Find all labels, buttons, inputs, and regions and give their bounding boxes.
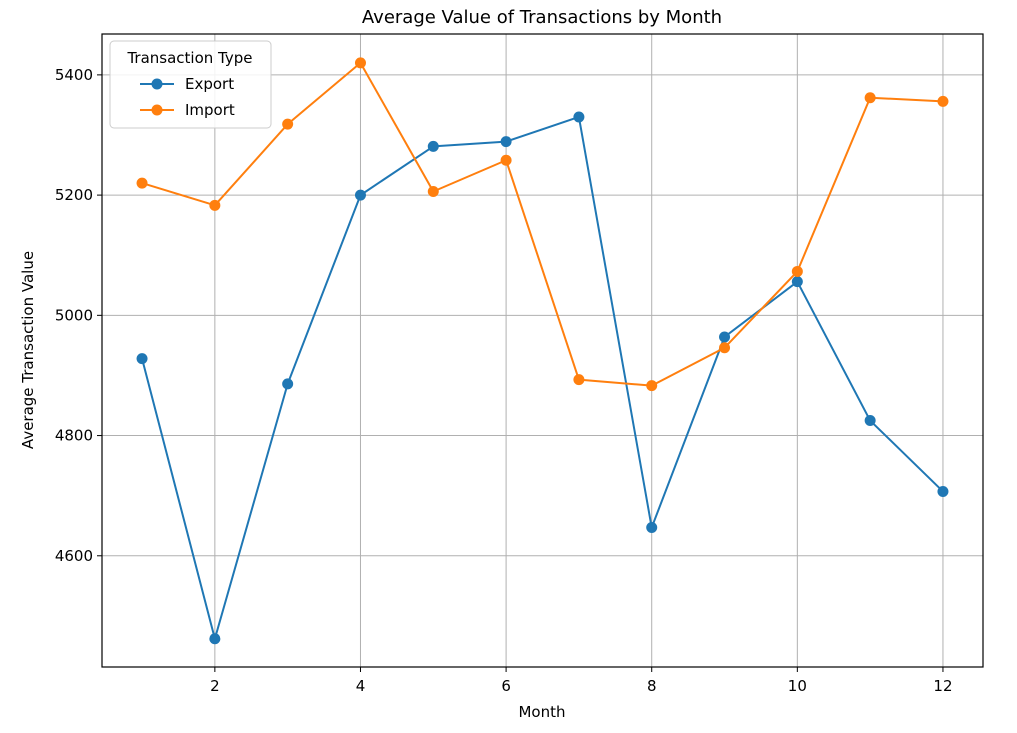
y-tick-label: 5000	[55, 306, 93, 324]
legend-title: Transaction Type	[126, 49, 252, 67]
legend-label: Export	[185, 75, 234, 93]
export-point	[427, 140, 439, 152]
y-axis-label: Average Transaction Value	[19, 251, 37, 449]
import-point	[573, 374, 585, 386]
y-tick-label: 4800	[55, 427, 93, 445]
import-point	[427, 185, 439, 197]
import-point	[282, 118, 294, 130]
x-tick-label: 10	[788, 677, 807, 695]
legend: Transaction Type Export Import	[109, 40, 272, 129]
import-point	[719, 342, 731, 354]
chart-title: Average Value of Transactions by Month	[362, 7, 722, 28]
export-point	[937, 485, 949, 497]
x-axis: 2 4 6 8 10 12	[210, 667, 953, 695]
export-point	[791, 276, 803, 288]
export-point	[864, 415, 876, 427]
import-point	[791, 265, 803, 277]
y-tick-label: 5400	[55, 66, 93, 84]
legend-label: Import	[185, 101, 235, 119]
import-point	[500, 154, 512, 166]
plot-frame	[101, 33, 984, 668]
x-tick-label: 2	[210, 677, 220, 695]
x-tick-label: 12	[933, 677, 952, 695]
export-point	[136, 353, 148, 365]
y-tick-label: 5200	[55, 186, 93, 204]
y-axis: 4600 4800 5000 5200 5400	[55, 66, 102, 565]
import-point	[209, 199, 221, 211]
export-point	[573, 111, 585, 123]
import-point	[864, 92, 876, 104]
series-import	[136, 57, 949, 392]
series-layer	[136, 57, 949, 645]
legend-box	[109, 40, 272, 129]
export-point	[354, 189, 366, 201]
legend-item-export: Export	[140, 75, 234, 93]
x-tick-label: 6	[501, 677, 511, 695]
export-point	[282, 378, 294, 390]
export-point	[209, 633, 221, 645]
export-point	[646, 522, 658, 534]
export-point	[500, 136, 512, 148]
x-axis-label: Month	[518, 703, 565, 721]
import-point	[646, 380, 658, 392]
x-tick-label: 8	[647, 677, 657, 695]
export-line	[141, 115, 944, 640]
x-tick-label: 4	[356, 677, 366, 695]
import-point	[136, 177, 148, 189]
y-tick-label: 4600	[55, 547, 93, 565]
import-point	[937, 95, 949, 107]
import-line	[141, 61, 943, 387]
series-export	[136, 111, 949, 645]
legend-item-import: Import	[140, 101, 235, 119]
import-point	[354, 57, 366, 69]
legend-swatch-marker	[151, 78, 163, 90]
export-point	[719, 331, 731, 343]
legend-swatch-marker	[151, 104, 163, 116]
